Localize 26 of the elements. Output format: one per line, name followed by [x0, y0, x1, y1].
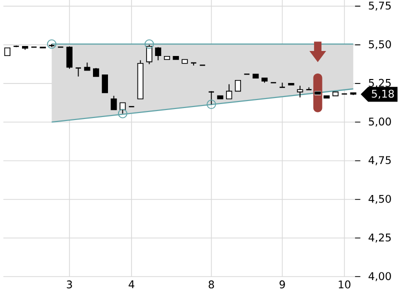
candlestick	[155, 46, 162, 60]
x-tick-label: 9	[280, 280, 285, 288]
candlestick	[110, 95, 117, 110]
y-tick-label: 5,00	[368, 117, 391, 126]
x-tick-label: 4	[128, 280, 134, 288]
candlestick	[66, 46, 73, 70]
y-tick-label: 4,75	[368, 156, 391, 165]
point	[47, 39, 56, 49]
text: 5,18	[372, 89, 394, 99]
y-tick-label: 5,50	[368, 40, 391, 50]
y-tick-label: 4,50	[368, 194, 391, 204]
x-tick-label: 8	[208, 280, 214, 288]
candlestick	[226, 84, 232, 100]
y-tick-label: 4,00	[368, 272, 391, 281]
y-tick-label: 4,25	[368, 233, 391, 242]
candlestick	[296, 85, 304, 98]
y-tick-label: 5,25	[368, 78, 391, 88]
point	[118, 108, 128, 118]
x-tick-label: 10	[338, 280, 350, 288]
y-tick-label: 5,75	[368, 1, 391, 10]
candlestick	[279, 82, 286, 88]
point	[144, 39, 154, 49]
x-tick-label: 3	[66, 280, 72, 288]
candlestick	[102, 74, 108, 93]
point	[206, 99, 216, 109]
candlestick	[234, 80, 242, 92]
